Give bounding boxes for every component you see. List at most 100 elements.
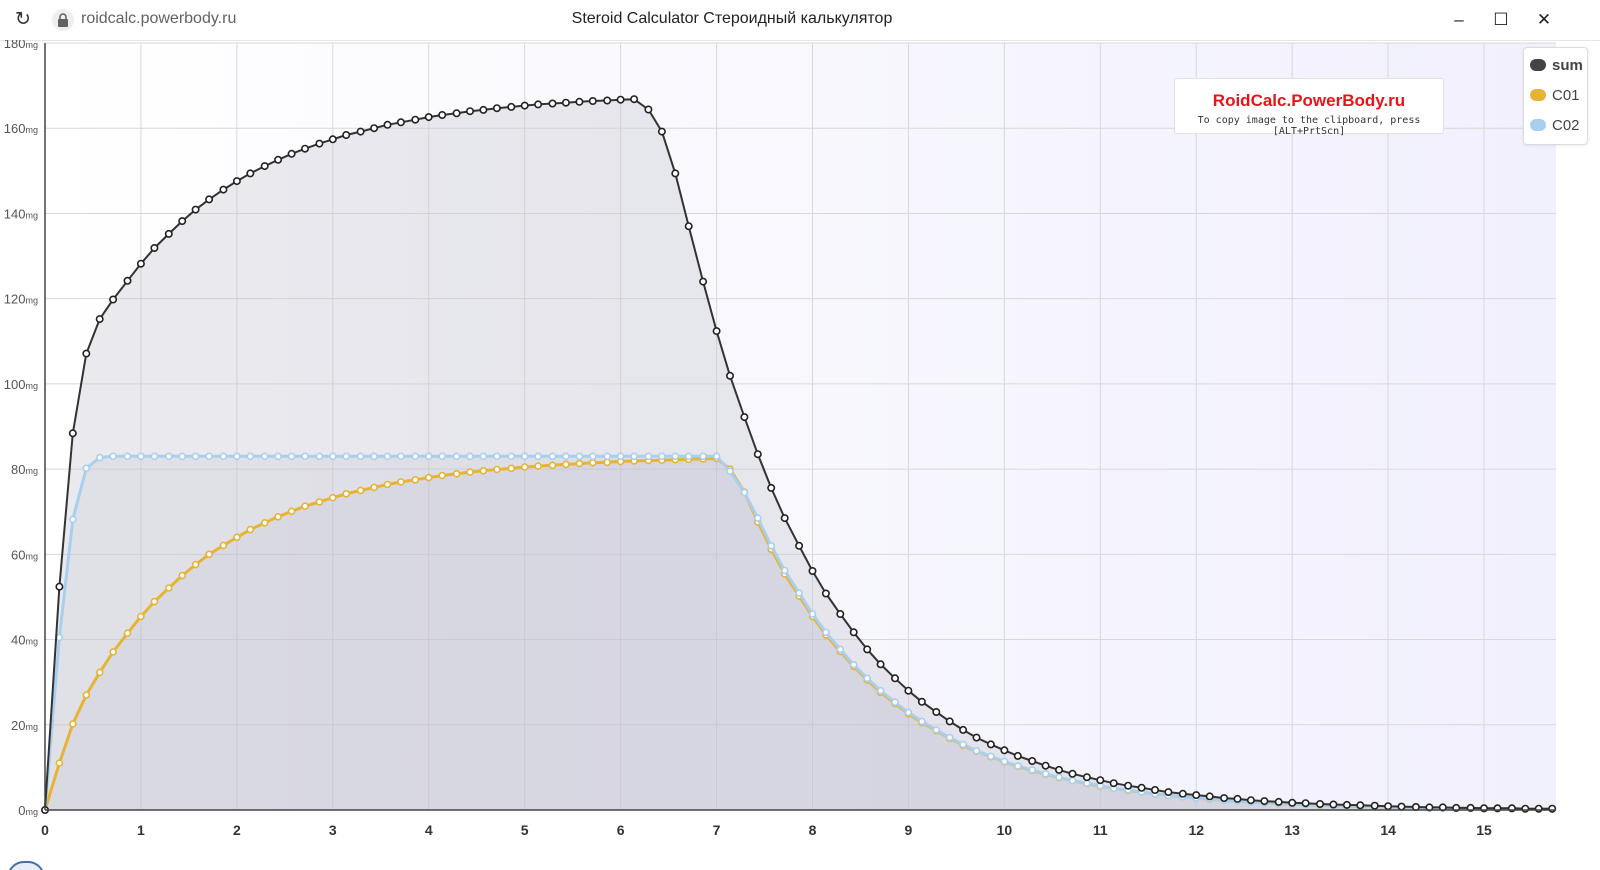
data-point-C02	[356, 452, 365, 461]
x-tick-label: 12	[1188, 822, 1204, 838]
data-point-sum	[1548, 804, 1557, 813]
y-tick-label: 80mg	[11, 462, 38, 477]
concentration-chart: 0mg 20mg 40mg 60mg 80mg 100mg 120mg 140mg 160mg 1…	[4, 40, 1557, 838]
data-point-C02	[82, 464, 91, 473]
data-point-C02	[904, 708, 913, 717]
series-area-sum	[45, 99, 1553, 810]
legend-item-C02[interactable]: C02	[1530, 114, 1580, 136]
data-point-C01	[603, 458, 612, 467]
data-point-C02	[548, 452, 557, 461]
data-point-C01	[370, 483, 378, 492]
data-point-sum	[1384, 802, 1393, 811]
data-point-C02	[452, 452, 461, 461]
data-point-sum	[644, 105, 653, 114]
data-point-sum	[150, 244, 159, 253]
data-point-C01	[191, 560, 200, 569]
data-point-C01	[411, 475, 420, 484]
data-point-C01	[466, 468, 474, 476]
data-point-sum	[561, 98, 570, 107]
data-point-C01	[588, 458, 597, 467]
data-point-C01	[137, 612, 145, 621]
data-point-C01	[233, 533, 241, 542]
data-point-C02	[137, 452, 145, 461]
close-icon[interactable]: ✕	[1536, 10, 1552, 29]
data-point-C02	[383, 452, 392, 461]
data-point-sum	[932, 707, 941, 716]
data-point-C01	[383, 480, 392, 489]
data-point-C02	[55, 633, 64, 642]
data-point-sum	[109, 295, 118, 304]
data-point-sum	[1329, 800, 1338, 809]
data-point-sum	[219, 185, 228, 194]
data-point-C01	[424, 473, 433, 482]
data-point-sum	[136, 259, 145, 268]
data-point-C02	[836, 645, 845, 654]
data-point-C01	[150, 597, 159, 606]
data-point-sum	[370, 124, 379, 133]
data-point-C02	[780, 566, 789, 575]
data-point-C02	[150, 452, 159, 461]
legend-swatch	[1530, 89, 1546, 101]
data-point-C01	[479, 466, 488, 475]
data-point-sum	[383, 120, 392, 129]
data-point-sum	[1192, 791, 1201, 800]
data-point-sum	[315, 139, 324, 148]
lock-icon[interactable]	[52, 9, 74, 31]
window-title: Steroid Calculator Стероидный калькулято…	[571, 10, 893, 27]
data-point-sum	[396, 118, 405, 127]
reload-icon[interactable]: ↻	[15, 9, 31, 30]
data-point-C01	[165, 584, 173, 592]
y-tick-label: 60mg	[11, 547, 38, 562]
x-tick-label: 6	[617, 822, 625, 838]
minimize-icon[interactable]: –	[1454, 10, 1464, 29]
data-point-C01	[342, 489, 351, 498]
data-point-C02	[945, 733, 954, 742]
y-tick-label: 160mg	[4, 121, 38, 136]
data-point-C02	[424, 452, 433, 461]
maximize-icon[interactable]: ☐	[1493, 10, 1509, 29]
data-point-sum	[740, 413, 749, 422]
data-point-sum	[616, 95, 625, 104]
data-point-sum	[95, 315, 104, 324]
data-point-sum	[945, 717, 954, 726]
data-point-C02	[684, 452, 693, 461]
data-point-sum	[178, 217, 187, 226]
url-text[interactable]: roidcalc.powerbody.ru	[81, 10, 237, 27]
data-point-sum	[1028, 756, 1037, 765]
y-tick-label: 140mg	[4, 206, 38, 221]
data-point-C02	[616, 452, 625, 461]
data-point-C01	[260, 518, 269, 527]
data-point-sum	[780, 514, 789, 523]
data-point-C01	[178, 571, 186, 580]
x-tick-label: 10	[997, 822, 1013, 838]
data-point-C02	[1041, 769, 1050, 778]
y-tick-label: 120mg	[4, 292, 38, 307]
x-tick-label: 5	[521, 822, 529, 838]
data-point-C02	[740, 488, 749, 497]
data-point-sum	[356, 127, 365, 136]
data-point-C02	[712, 452, 721, 461]
data-point-sum	[1013, 751, 1022, 760]
data-point-C02	[658, 452, 666, 461]
data-point-sum	[1109, 779, 1118, 788]
data-point-sum	[671, 169, 680, 178]
watermark-box: RoidCalc.PowerBody.ru To copy image to t…	[1174, 78, 1444, 137]
legend-item-C01[interactable]: C01	[1530, 84, 1580, 106]
data-point-C02	[795, 589, 803, 597]
data-point-C01	[109, 648, 117, 656]
data-point-sum	[1342, 800, 1351, 809]
data-point-sum	[260, 162, 269, 171]
data-point-C02	[767, 541, 776, 550]
data-point-C02	[165, 452, 173, 461]
data-point-C02	[287, 452, 296, 461]
data-point-C01	[315, 498, 324, 506]
legend-item-sum[interactable]: sum	[1530, 54, 1583, 76]
x-tick-label: 13	[1284, 822, 1300, 838]
data-point-sum	[808, 566, 817, 575]
series-area-C02	[45, 456, 1553, 810]
data-point-C02	[1013, 762, 1022, 770]
x-tick-label: 15	[1476, 822, 1492, 838]
data-point-C01	[493, 465, 501, 474]
data-point-sum	[246, 169, 255, 178]
data-point-C02	[849, 660, 858, 669]
